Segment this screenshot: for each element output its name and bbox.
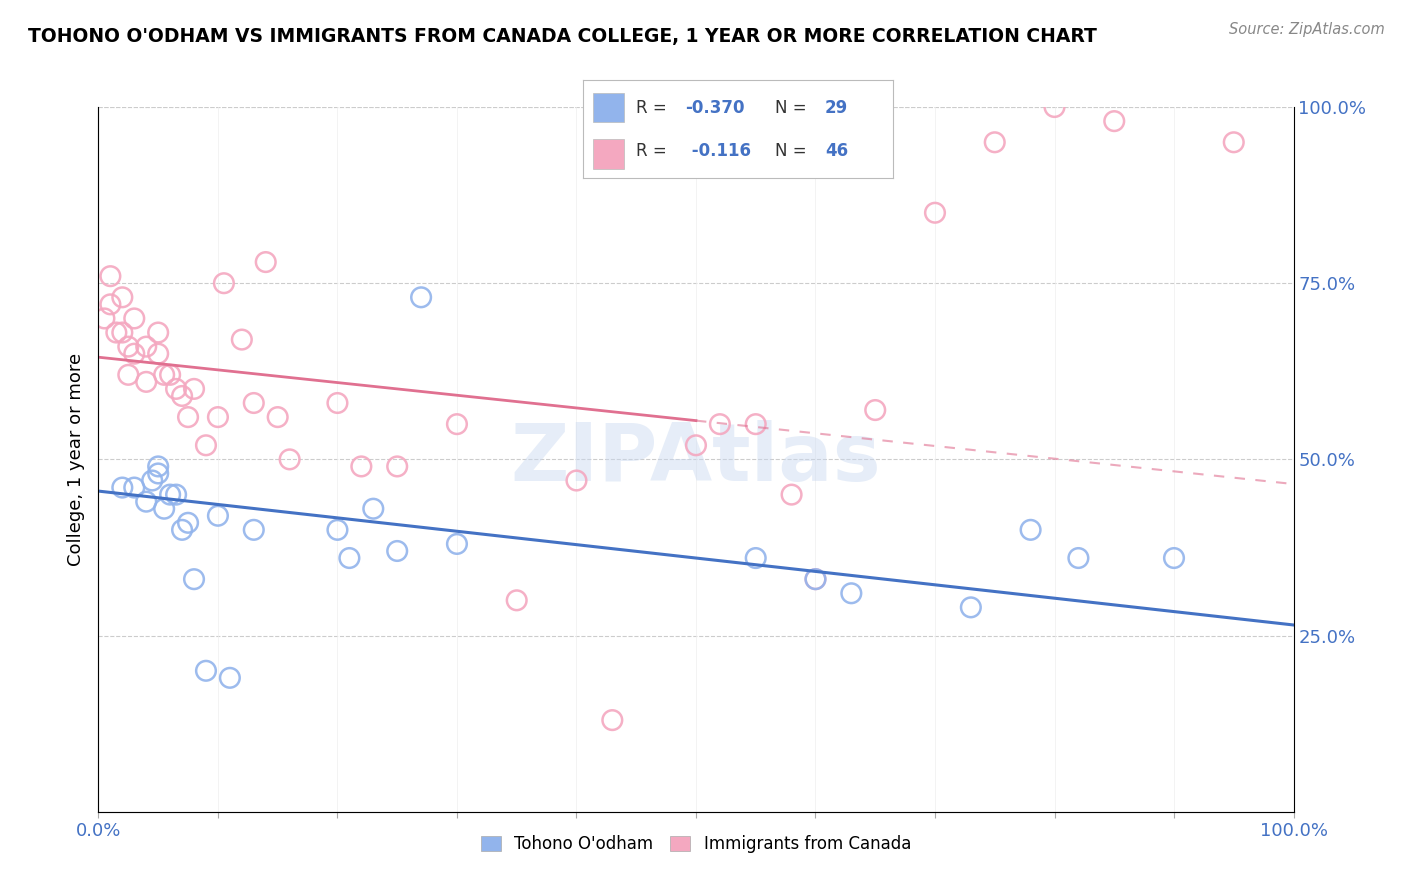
Point bbox=[243, 523, 266, 537]
Point bbox=[98, 269, 122, 284]
Point bbox=[135, 340, 157, 354]
Point bbox=[212, 277, 235, 291]
Text: TOHONO O'ODHAM VS IMMIGRANTS FROM CANADA COLLEGE, 1 YEAR OR MORE CORRELATION CHA: TOHONO O'ODHAM VS IMMIGRANTS FROM CANADA… bbox=[28, 27, 1097, 45]
Point bbox=[98, 297, 122, 311]
Text: 29: 29 bbox=[825, 99, 848, 117]
Text: -0.116: -0.116 bbox=[686, 142, 751, 160]
Point bbox=[207, 508, 229, 523]
Point bbox=[148, 467, 170, 481]
Text: N =: N = bbox=[775, 142, 813, 160]
Point bbox=[780, 487, 803, 501]
Point bbox=[924, 205, 946, 219]
Point bbox=[148, 326, 170, 340]
Point bbox=[207, 410, 229, 425]
Point bbox=[172, 389, 194, 403]
Point bbox=[124, 346, 146, 360]
Point bbox=[93, 311, 115, 326]
Point bbox=[602, 713, 624, 727]
Text: R =: R = bbox=[636, 99, 672, 117]
Point bbox=[339, 551, 361, 566]
Point bbox=[1019, 523, 1042, 537]
Point bbox=[1043, 100, 1066, 114]
Point bbox=[804, 572, 827, 586]
Point bbox=[326, 396, 349, 410]
Point bbox=[177, 516, 200, 530]
Bar bbox=[593, 139, 624, 169]
Point bbox=[124, 311, 146, 326]
Bar bbox=[593, 93, 624, 122]
Point bbox=[165, 487, 187, 501]
Point bbox=[841, 586, 863, 600]
Y-axis label: College, 1 year or more: College, 1 year or more bbox=[66, 353, 84, 566]
Point bbox=[1223, 135, 1246, 149]
Point bbox=[117, 340, 139, 354]
Point bbox=[745, 417, 768, 431]
Point bbox=[446, 417, 468, 431]
Point bbox=[105, 326, 128, 340]
Point bbox=[159, 368, 181, 382]
Point bbox=[159, 487, 181, 501]
Point bbox=[960, 600, 983, 615]
Point bbox=[267, 410, 290, 425]
Text: N =: N = bbox=[775, 99, 813, 117]
Point bbox=[172, 523, 194, 537]
Point bbox=[446, 537, 468, 551]
Text: 46: 46 bbox=[825, 142, 848, 160]
Point bbox=[411, 290, 433, 304]
Point bbox=[111, 326, 134, 340]
Point bbox=[111, 481, 134, 495]
Point bbox=[124, 481, 146, 495]
Point bbox=[326, 523, 349, 537]
Point bbox=[111, 290, 134, 304]
Text: ZIPAtlas: ZIPAtlas bbox=[510, 420, 882, 499]
Point bbox=[565, 474, 588, 488]
Point bbox=[709, 417, 731, 431]
Point bbox=[1104, 114, 1126, 128]
Point bbox=[506, 593, 529, 607]
Point bbox=[165, 382, 187, 396]
Point bbox=[141, 474, 163, 488]
Point bbox=[231, 333, 253, 347]
Point bbox=[745, 551, 768, 566]
Point bbox=[1067, 551, 1090, 566]
Point bbox=[350, 459, 373, 474]
Legend: Tohono O'odham, Immigrants from Canada: Tohono O'odham, Immigrants from Canada bbox=[474, 829, 918, 860]
Text: R =: R = bbox=[636, 142, 672, 160]
Point bbox=[363, 501, 385, 516]
Point bbox=[135, 375, 157, 389]
Point bbox=[153, 501, 176, 516]
Point bbox=[865, 403, 887, 417]
Point bbox=[135, 494, 157, 508]
Text: -0.370: -0.370 bbox=[686, 99, 745, 117]
Point bbox=[183, 572, 205, 586]
Point bbox=[685, 438, 707, 452]
Point bbox=[177, 410, 200, 425]
Point bbox=[219, 671, 242, 685]
Point bbox=[148, 459, 170, 474]
Point bbox=[195, 664, 218, 678]
Point bbox=[385, 459, 409, 474]
Point bbox=[183, 382, 205, 396]
Point bbox=[385, 544, 409, 558]
Point bbox=[278, 452, 301, 467]
Point bbox=[243, 396, 266, 410]
Point bbox=[1163, 551, 1185, 566]
Point bbox=[117, 368, 139, 382]
Point bbox=[254, 255, 277, 269]
Point bbox=[195, 438, 218, 452]
Point bbox=[984, 135, 1007, 149]
Point bbox=[804, 572, 827, 586]
Point bbox=[153, 368, 176, 382]
Text: Source: ZipAtlas.com: Source: ZipAtlas.com bbox=[1229, 22, 1385, 37]
Point bbox=[148, 346, 170, 360]
